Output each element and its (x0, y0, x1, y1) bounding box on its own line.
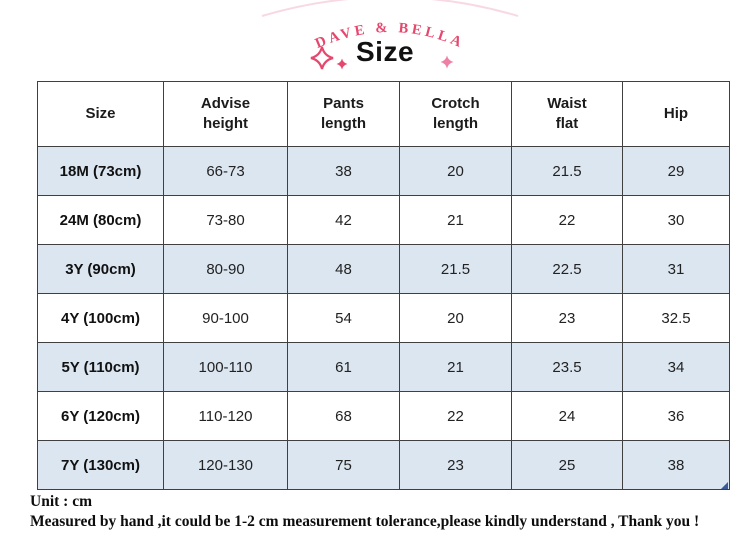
table-row: 24M (80cm) 73-80 42 21 22 30 (37, 195, 730, 245)
sparkle-icon (440, 55, 454, 69)
table-cell: 75 (287, 440, 400, 490)
row-size-label: 6Y (120cm) (37, 391, 164, 441)
page-title: Size (355, 36, 415, 67)
column-header: Waist flat (511, 81, 623, 147)
table-cell: 42 (287, 195, 400, 245)
table-cell: 20 (399, 293, 512, 343)
row-size-label: 3Y (90cm) (37, 244, 164, 294)
sparkle-icon (310, 46, 334, 70)
table-cell: 21.5 (399, 244, 512, 294)
table-cell: 22.5 (511, 244, 623, 294)
table-cell: 80-90 (163, 244, 288, 294)
row-size-label: 24M (80cm) (37, 195, 164, 245)
row-size-label: 4Y (100cm) (37, 293, 164, 343)
table-cell: 54 (287, 293, 400, 343)
sparkle-icon (336, 58, 348, 70)
table-cell: 61 (287, 342, 400, 392)
table-cell: 25 (511, 440, 623, 490)
row-size-label: 18M (73cm) (37, 146, 164, 196)
table-cell: 24 (511, 391, 623, 441)
table-row: 7Y (130cm) 120-130 75 23 25 38 (37, 440, 730, 490)
table-cell: 23 (399, 440, 512, 490)
table-row: 5Y (110cm) 100-110 61 21 23.5 34 (37, 342, 730, 392)
table-row: 18M (73cm) 66-73 38 20 21.5 29 (37, 146, 730, 196)
table-cell: 100-110 (163, 342, 288, 392)
table-cell: 36 (622, 391, 730, 441)
column-header: Pants length (287, 81, 400, 147)
table-cell: 90-100 (163, 293, 288, 343)
table-cell: 23 (511, 293, 623, 343)
column-header: Hip (622, 81, 730, 147)
unit-label: Unit : cm (30, 493, 92, 510)
table-cell: 48 (287, 244, 400, 294)
table-cell: 21 (399, 195, 512, 245)
column-header: Size (37, 81, 164, 147)
size-table: Size Advise height Pants length Crotch leng… (37, 81, 730, 490)
table-cell: 21 (399, 342, 512, 392)
table-cell: 34 (622, 342, 730, 392)
row-size-label: 7Y (130cm) (37, 440, 164, 490)
table-cell: 68 (287, 391, 400, 441)
arc-decoration (261, 0, 519, 17)
table-row: 6Y (120cm) 110-120 68 22 24 36 (37, 391, 730, 441)
table-cell: 110-120 (163, 391, 288, 441)
size-table-body: 18M (73cm) 66-73 38 20 21.5 29 24M (80cm) 73-80… (37, 146, 730, 490)
row-size-label: 5Y (110cm) (37, 342, 164, 392)
table-cell: 23.5 (511, 342, 623, 392)
table-row: 4Y (100cm) 90-100 54 20 23 32.5 (37, 293, 730, 343)
table-cell: 31 (622, 244, 730, 294)
table-cell: 32.5 (622, 293, 730, 343)
size-table-header: Size Advise height Pants length Crotch leng… (37, 81, 730, 147)
table-cell: 120-130 (163, 440, 288, 490)
brand-logo: DAVE & BELLA (261, 0, 519, 70)
table-cell: 73-80 (163, 195, 288, 245)
cell-corner-marker (721, 482, 728, 489)
table-cell: 21.5 (511, 146, 623, 196)
table-cell: 20 (399, 146, 512, 196)
footer-note: Unit : cm Measured by hand ,it could be … (30, 493, 742, 531)
header-row: Size Advise height Pants length Crotch leng… (37, 81, 730, 147)
tolerance-note: Measured by hand ,it could be 1-2 cm mea… (30, 512, 700, 530)
table-cell: 38 (622, 440, 730, 490)
table-cell: 38 (287, 146, 400, 196)
column-header: Advise height (163, 81, 288, 147)
table-cell: 29 (622, 146, 730, 196)
table-cell: 66-73 (163, 146, 288, 196)
table-cell: 22 (399, 391, 512, 441)
table-cell: 30 (622, 195, 730, 245)
table-row: 3Y (90cm) 80-90 48 21.5 22.5 31 (37, 244, 730, 294)
table-cell: 22 (511, 195, 623, 245)
column-header: Crotch length (399, 81, 512, 147)
